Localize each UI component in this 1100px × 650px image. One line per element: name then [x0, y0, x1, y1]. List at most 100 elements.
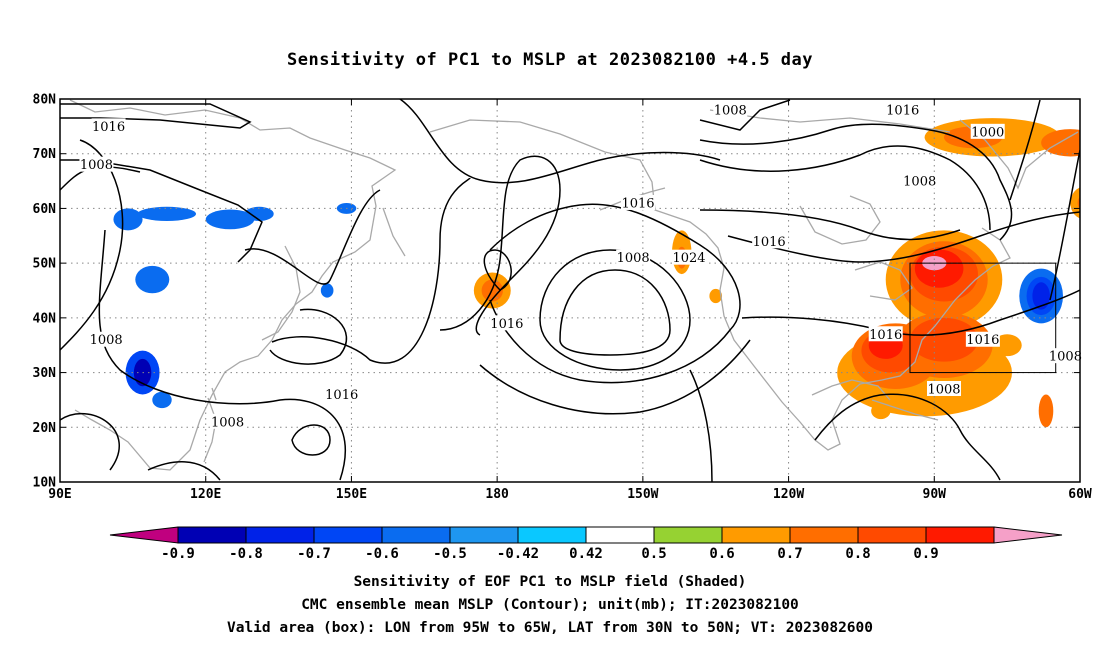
contour-label: 1016 [869, 328, 902, 343]
contour-line [1009, 99, 1041, 201]
contour-label-bg [324, 386, 359, 402]
coastline-gulf-mexico [811, 379, 891, 401]
contour-line [699, 99, 791, 131]
valid-area-box [909, 262, 1057, 374]
colorbar-swatch [925, 526, 995, 544]
contour-line [539, 249, 691, 371]
shaded-region [152, 391, 172, 409]
colorbar-label: -0.8 [229, 546, 263, 562]
y-tick-label: 20N [33, 421, 57, 436]
contour-label-bg [927, 380, 961, 396]
coastline-philippines [203, 397, 217, 463]
contour-label: 1016 [325, 388, 358, 403]
colorbar-label: -0.42 [497, 546, 539, 562]
shaded-region [1032, 282, 1050, 310]
contour-line [244, 189, 381, 285]
shaded-region [992, 334, 1022, 357]
x-tick-label: 180 [485, 487, 509, 502]
contour-line [60, 103, 252, 129]
contour-label-bg [1048, 348, 1083, 364]
contour-label: 1000 [971, 125, 1004, 140]
mslp-contours [60, 99, 1080, 482]
colorbar-label: 0.6 [709, 546, 734, 562]
shaded-region [135, 265, 170, 294]
gridlines [60, 99, 1080, 482]
colorbar-label: -0.6 [365, 546, 399, 562]
x-tick-label: 150W [627, 487, 658, 502]
contour-line [291, 424, 331, 456]
contour-label-bg [868, 326, 903, 342]
colorbar-label: -0.5 [433, 546, 467, 562]
caption-valid-area: Valid area (box): LON from 95W to 65W, L… [226, 620, 873, 636]
y-tick-label: 10N [33, 476, 57, 491]
shaded-region [1090, 115, 1100, 148]
contour-label: 1008 [90, 333, 123, 348]
colorbar-swatch [313, 526, 383, 544]
colorbar-label: -0.9 [161, 546, 195, 562]
chart-title: Sensitivity of PC1 to MSLP at 2023082100… [286, 50, 813, 70]
shaded-region [137, 206, 196, 222]
contour-label-bg [91, 118, 126, 134]
contour-label-bg [89, 331, 124, 347]
contour-label: 1008 [927, 382, 960, 397]
shaded-region [320, 283, 334, 298]
contour-line [483, 249, 512, 291]
sensitivity-shading [113, 115, 1100, 428]
shaded-region [1070, 187, 1080, 219]
contour-label: 1008 [617, 251, 650, 266]
colorbar-swatch [517, 526, 587, 544]
contour-label: 1016 [753, 235, 786, 250]
contour-line [399, 99, 721, 184]
contour-label-bg [672, 249, 706, 265]
contour-line [269, 308, 348, 365]
contour-labels: 1016 1008 1000 1016 1016 1008 1016 1008 1008 1008… [79, 101, 1083, 430]
contour-label: 1024 [672, 251, 705, 266]
contour-label: 1008 [211, 415, 244, 430]
x-tick-label: 60W [1068, 487, 1092, 502]
shaded-region [709, 288, 723, 304]
contour-label: 1008 [80, 158, 113, 173]
contour-line [60, 412, 120, 471]
contour-line [489, 203, 741, 384]
contour-label: 1016 [886, 103, 919, 118]
contour-label: 1016 [966, 333, 999, 348]
contour-line [699, 209, 961, 241]
contour-label-bg [902, 173, 937, 189]
colorbar: -0.9 -0.8 -0.7 -0.6 -0.5 -0.42 0.42 0.5 0.6 0.7 0.… [109, 526, 1063, 562]
contour-label-bg [965, 331, 1000, 347]
coastline-japan [261, 245, 301, 341]
colorbar-swatch [721, 526, 791, 544]
axis-ticks: 90E 120E 150E 180 150W 120W 90W 60W 10N 20N 30N 40N… [33, 93, 1092, 503]
x-tick-label: 120W [773, 487, 804, 502]
y-tick-label: 70N [33, 147, 57, 162]
colorbar-max-arrow [993, 526, 1063, 544]
contour-line [559, 269, 671, 356]
shaded-region [1041, 129, 1080, 157]
contour-label-bg [621, 194, 655, 210]
contour-label-bg [885, 101, 920, 117]
caption-contour: CMC ensemble mean MSLP (Contour); unit(m… [301, 597, 799, 613]
coastline-greenland [959, 119, 1079, 190]
colorbar-label: 0.9 [913, 546, 938, 562]
contour-line [98, 229, 346, 481]
contour-line [147, 461, 221, 481]
x-tick-label: 120E [190, 487, 221, 502]
coastline-taiwan [211, 387, 217, 401]
contour-label-bg [616, 249, 651, 265]
contour-label: 1016 [490, 317, 523, 332]
coastline-arctic [709, 109, 951, 133]
contour-line [1049, 149, 1080, 301]
coastline-asia [69, 99, 397, 471]
contour-label-bg [210, 413, 245, 429]
contour-line [689, 369, 713, 482]
contour-line [699, 123, 1013, 241]
y-tick-label: 60N [33, 202, 57, 217]
contour-label-bg [79, 156, 114, 172]
shaded-region [1038, 394, 1054, 428]
contour-line [814, 393, 1001, 481]
contour-label-bg [489, 315, 524, 331]
coastline-hudson-bay [799, 195, 881, 245]
colorbar-swatch [381, 526, 451, 544]
shaded-region [205, 209, 255, 230]
